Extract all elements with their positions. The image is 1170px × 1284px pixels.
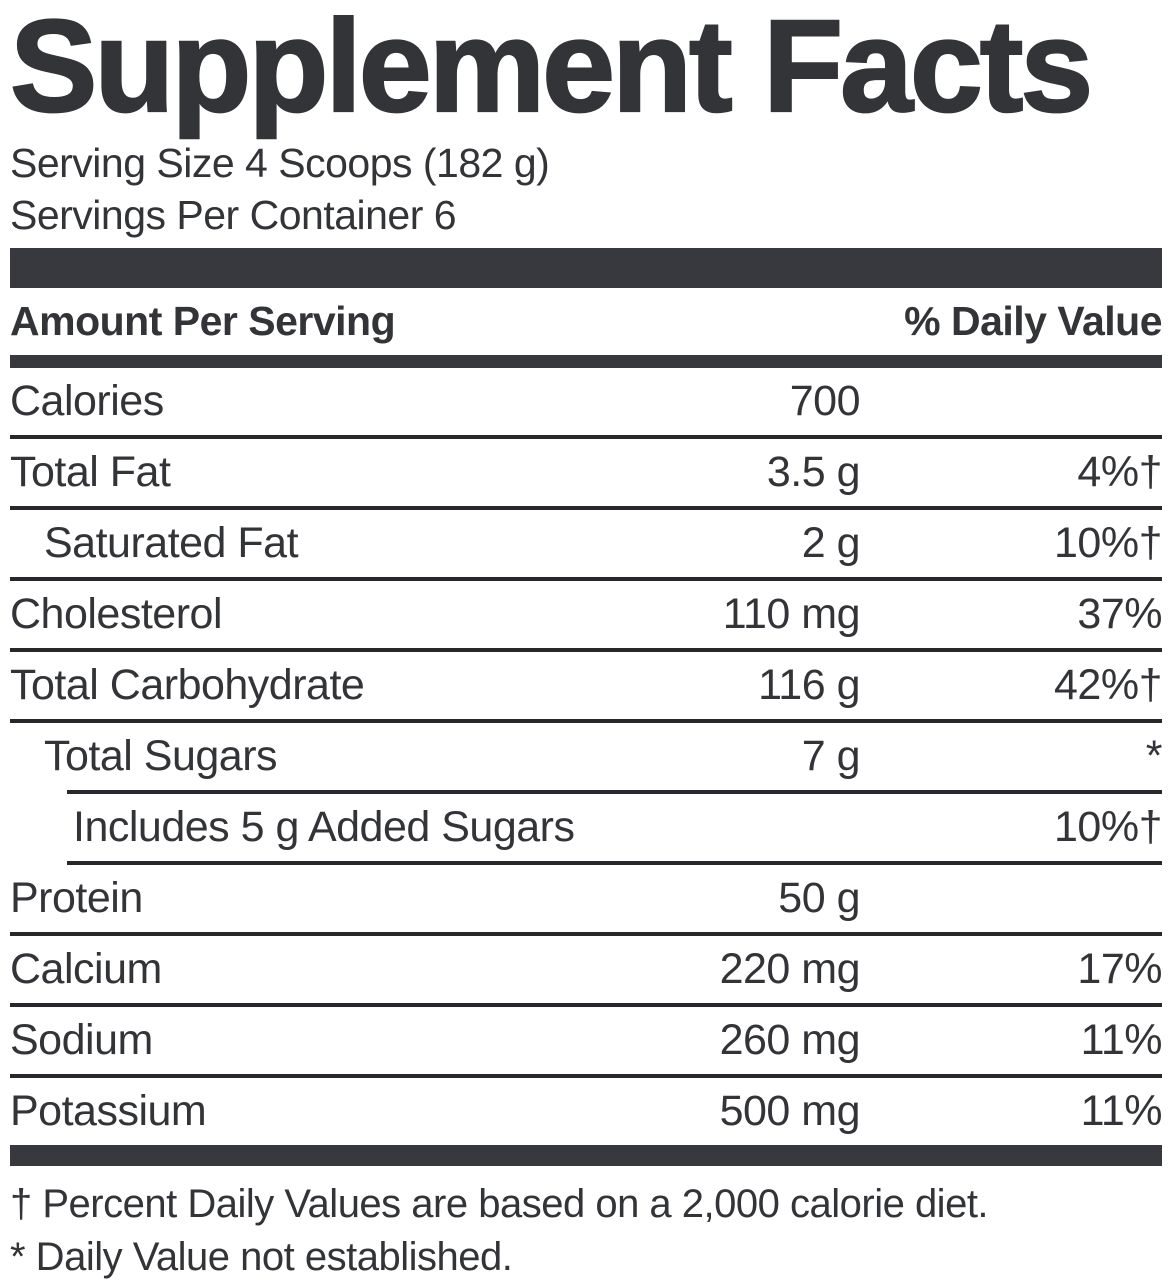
nutrient-daily-value: 11% (1080, 1086, 1163, 1135)
nutrient-name: Cholesterol (10, 589, 223, 638)
divider-medium (10, 354, 1162, 368)
nutrient-row: Total Carbohydrate 116 g 42%† (10, 652, 1162, 723)
nutrient-row: Total Fat 3.5 g 4%† (10, 439, 1162, 510)
nutrient-amount: 500 mg (719, 1086, 861, 1135)
footnotes: † Percent Daily Values are based on a 2,… (10, 1178, 1162, 1284)
nutrient-name: Total Fat (10, 447, 171, 496)
nutrient-row: Protein 50 g (10, 865, 1162, 936)
nutrient-name: Total Carbohydrate (10, 660, 365, 709)
nutrient-row: Potassium 500 mg 11% (10, 1078, 1163, 1145)
nutrient-amount: 260 mg (719, 1015, 861, 1064)
nutrient-amount: 220 mg (719, 944, 861, 993)
nutrient-table: Calories 700 Total Fat 3.5 g 4%† Saturat… (10, 368, 1163, 1145)
nutrient-row: Cholesterol 110 mg 37% (10, 581, 1162, 652)
nutrient-row: Sodium 260 mg 11% (10, 1007, 1163, 1078)
nutrient-amount: 50 g (778, 873, 860, 922)
nutrient-row: Total Sugars 7 g * (10, 723, 1163, 790)
serving-size: Serving Size 4 Scoops (182 g) (10, 139, 550, 186)
nutrient-name: Total Sugars (44, 731, 278, 780)
footnote-percent-daily-values: † Percent Daily Values are based on a 2,… (10, 1181, 989, 1226)
servings-per-container: Servings Per Container 6 (10, 191, 457, 238)
divider-thick-bottom (10, 1144, 1162, 1166)
nutrient-name: Saturated Fat (44, 518, 299, 567)
amount-per-serving-header: Amount Per Serving (10, 297, 396, 344)
nutrient-daily-value: 10%† (1054, 518, 1162, 567)
nutrient-amount: 7 g (801, 731, 861, 780)
nutrient-daily-value: * (1145, 731, 1163, 780)
table-header-row: Amount Per Serving % Daily Value (10, 288, 1162, 355)
nutrient-daily-value: 11% (1080, 1015, 1163, 1064)
divider-thick-top (10, 247, 1162, 288)
nutrient-daily-value: 17% (1077, 944, 1162, 993)
nutrient-row: Saturated Fat 2 g 10%† (10, 510, 1162, 581)
nutrient-name: Calcium (10, 944, 162, 993)
nutrient-name: Sodium (10, 1015, 153, 1064)
nutrient-name: Calories (10, 376, 164, 425)
nutrient-name: Potassium (10, 1086, 207, 1135)
nutrient-amount: 3.5 g (766, 447, 861, 496)
nutrient-amount: 700 (789, 376, 861, 425)
label-title: Supplement Facts (9, 0, 1094, 139)
nutrient-daily-value: 37% (1077, 589, 1162, 638)
nutrient-amount: 110 mg (722, 589, 861, 638)
nutrient-daily-value: 10%† (1054, 802, 1162, 851)
nutrient-name: Protein (10, 873, 143, 922)
nutrient-amount: 2 g (801, 518, 861, 567)
daily-value-header: % Daily Value (904, 297, 1162, 344)
nutrient-row: Includes 5 g Added Sugars 10%† (67, 789, 1162, 865)
nutrient-row: Calcium 220 mg 17% (10, 936, 1162, 1007)
nutrient-amount: 116 g (758, 660, 860, 709)
nutrient-daily-value: 4%† (1077, 447, 1162, 496)
nutrient-name: Includes 5 g Added Sugars (73, 802, 575, 851)
footnote-dv-not-established: * Daily Value not established. (10, 1234, 513, 1279)
nutrient-row: Calories 700 (10, 368, 1162, 439)
nutrient-daily-value: 42%† (1054, 660, 1162, 709)
